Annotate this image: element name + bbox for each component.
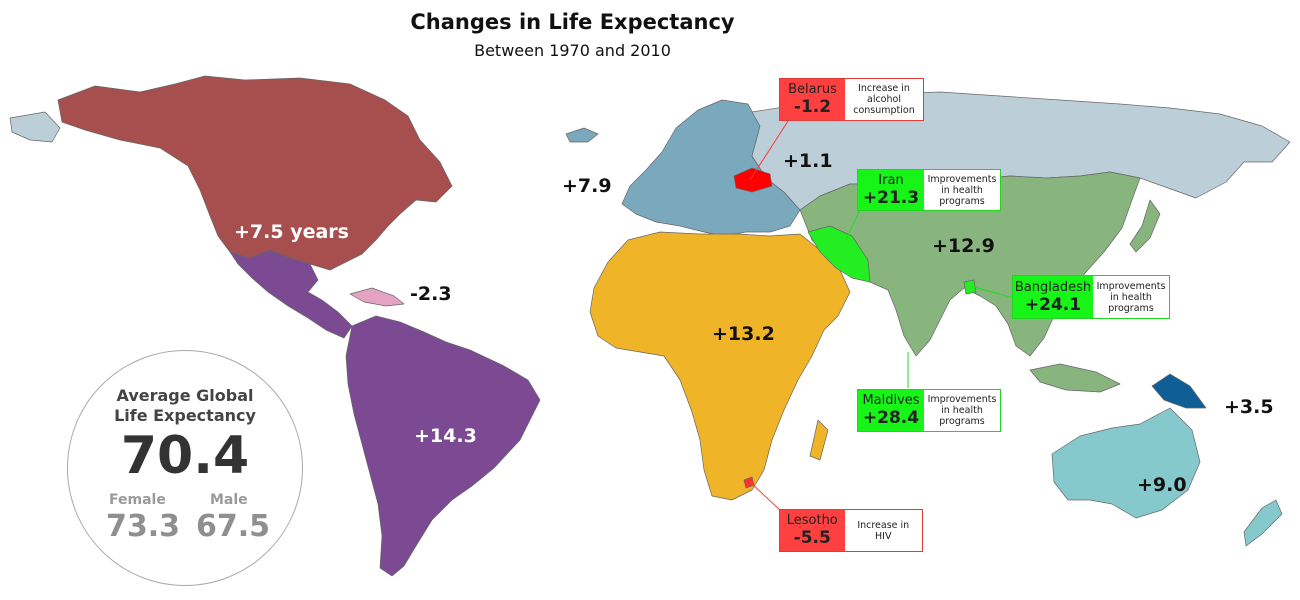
north-america-shape — [57, 75, 453, 271]
madagascar-shape — [809, 419, 829, 461]
callout-value: +28.4 — [862, 408, 920, 428]
callout-country-name: Bangladesh — [1014, 279, 1092, 295]
callout-maldives-value-box: Maldives +28.4 — [858, 390, 924, 431]
global-title-line1: Average Global — [116, 386, 254, 405]
bangladesh-leader-line — [969, 285, 1015, 299]
callout-iran-value-box: Iran +21.3 — [858, 170, 924, 210]
female-value: 73.3 — [106, 509, 181, 544]
alaska-shape — [9, 111, 61, 143]
male-label: Male — [210, 492, 248, 508]
bangladesh-shape — [963, 279, 977, 295]
south-america-shape — [345, 315, 541, 577]
callout-value: -5.5 — [793, 528, 831, 548]
callout-country-name: Maldives — [862, 393, 920, 408]
papua-new-guinea-shape — [1151, 373, 1207, 409]
lesotho-leader-line — [749, 481, 783, 513]
region-label-europe: +7.9 — [562, 175, 612, 197]
iran-shape — [807, 225, 871, 283]
africa-shape — [589, 231, 851, 501]
region-label-asia: +12.9 — [932, 235, 995, 257]
lesotho-shape — [743, 476, 755, 489]
map-subtitle: Between 1970 and 2010 — [474, 41, 671, 60]
callout-lesotho-value-box: Lesotho -5.5 — [780, 510, 845, 551]
australia-shape — [1051, 407, 1201, 519]
male-value: 67.5 — [196, 509, 271, 544]
female-label: Female — [109, 492, 166, 508]
callout-value: -1.2 — [793, 97, 832, 117]
callout-country-name: Iran — [878, 172, 904, 188]
callout-note: Improvements in health programs — [927, 173, 997, 207]
global-value: 70.4 — [120, 426, 250, 486]
callout-belarus: Belarus -1.2 Increase in alcohol consump… — [779, 78, 924, 121]
region-label-caribbean: -2.3 — [410, 283, 452, 305]
callout-lesotho: Lesotho -5.5 Increase in HIV — [779, 509, 923, 552]
japan-shape — [1129, 199, 1161, 253]
region-label-australia: +9.0 — [1137, 474, 1187, 496]
callout-country-name: Lesotho — [786, 513, 838, 528]
global-life-expectancy-circle: Average Global Life Expectancy 70.4 Fema… — [67, 350, 303, 586]
callout-note: Increase in alcohol consumption — [853, 83, 915, 116]
belarus-shape — [733, 167, 773, 193]
region-label-russia: +1.1 — [783, 150, 833, 172]
callout-bangladesh: Bangladesh +24.1 Improvements in health … — [1012, 275, 1170, 319]
iran-leader-line — [845, 209, 861, 241]
callout-note: Improvements in health programs — [927, 394, 997, 427]
callout-value: +24.1 — [1024, 294, 1082, 315]
indonesia-shape — [1029, 363, 1121, 393]
global-title: Average Global Life Expectancy — [68, 386, 302, 426]
greenland-shape — [380, 76, 520, 140]
region-label-africa: +13.2 — [712, 323, 775, 345]
new-zealand-shape — [1243, 499, 1283, 547]
callout-belarus-value-box: Belarus -1.2 — [780, 79, 845, 120]
callout-maldives: Maldives +28.4 Improvements in health pr… — [857, 389, 1001, 432]
callout-note: Increase in HIV — [857, 519, 910, 542]
callout-iran: Iran +21.3 Improvements in health progra… — [857, 169, 1001, 211]
global-title-line2: Life Expectancy — [114, 406, 256, 425]
region-label-latin-america: +14.3 — [414, 425, 477, 447]
map-title: Changes in Life Expectancy — [410, 10, 735, 34]
region-label-north-america: +7.5 years — [234, 221, 349, 243]
callout-bangladesh-value-box: Bangladesh +24.1 — [1013, 276, 1093, 318]
iceland-shape — [565, 127, 599, 143]
mexico-central-america-shape — [229, 249, 353, 339]
callout-note: Improvements in health programs — [1096, 280, 1166, 314]
callout-country-name: Belarus — [788, 82, 837, 97]
region-label-papua-new-guinea: +3.5 — [1224, 396, 1274, 418]
callout-value: +21.3 — [862, 187, 920, 208]
caribbean-shape — [349, 287, 405, 307]
belarus-leader-line — [749, 117, 791, 181]
